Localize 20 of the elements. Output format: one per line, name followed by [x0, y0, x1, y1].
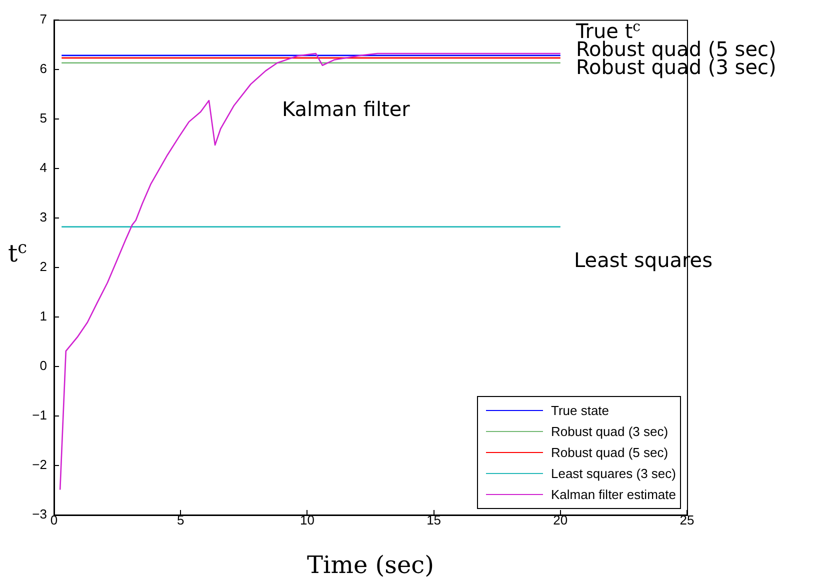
y-tick-label: −1: [32, 408, 47, 423]
x-tick-label: 25: [680, 512, 694, 528]
x-tick-label: 0: [50, 512, 58, 528]
y-tick-label: 2: [40, 258, 47, 274]
annotation: Kalman filter: [282, 97, 411, 122]
y-tick-label: 7: [40, 11, 47, 26]
legend-label: True state: [550, 403, 610, 418]
y-tick-label: 0: [40, 358, 47, 374]
legend-label: Least squares (3 sec): [550, 466, 676, 481]
legend-label: Kalman filter estimate: [550, 487, 676, 502]
y-tick-label: 1: [40, 308, 47, 324]
x-axis-title: Time (sec): [307, 551, 434, 580]
y-tick-label: −3: [32, 506, 47, 522]
y-tick-label: 4: [40, 160, 47, 175]
y-tick-label: −2: [32, 457, 47, 472]
y-tick-label: 5: [40, 110, 47, 126]
legend-label: Robust quad (5 sec): [550, 445, 668, 460]
y-tick-label: 6: [40, 60, 47, 76]
y-tick-label: 3: [40, 209, 47, 224]
legend-label: Robust quad (3 sec): [550, 424, 668, 439]
